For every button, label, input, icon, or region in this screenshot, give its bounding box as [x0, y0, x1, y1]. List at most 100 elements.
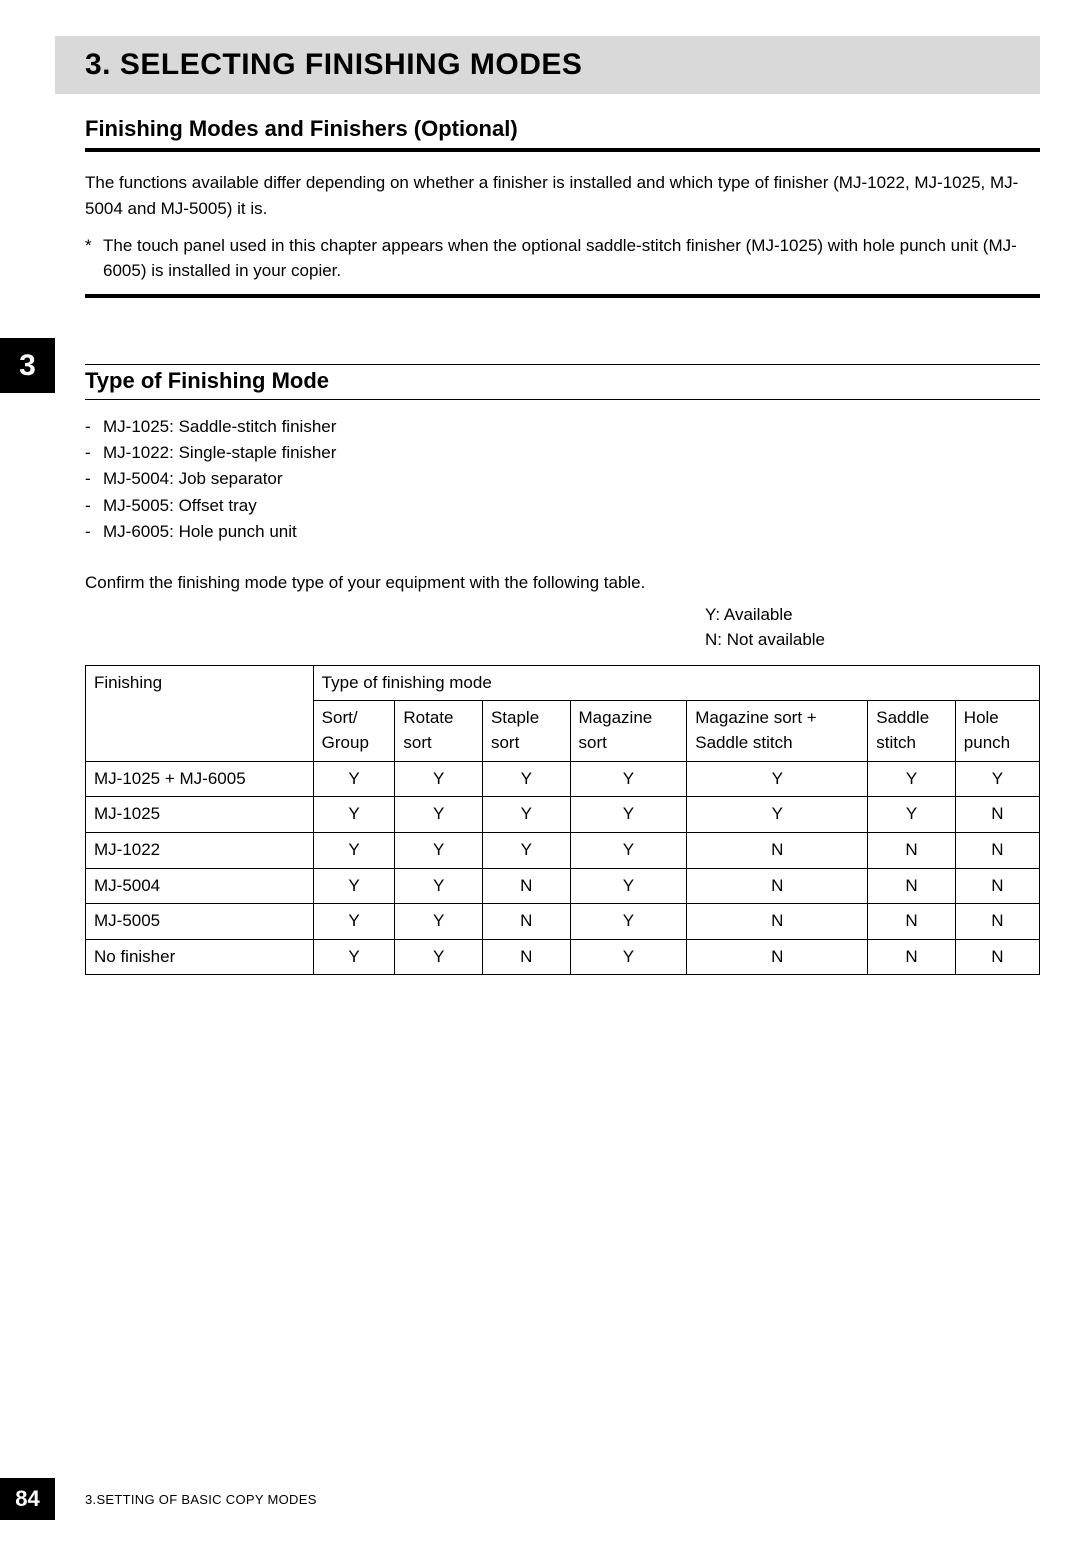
table-row: MJ-1022 Y Y Y Y N N N — [86, 832, 1040, 868]
cell: Y — [482, 832, 570, 868]
cell: Y — [570, 832, 687, 868]
dash-icon: - — [85, 440, 103, 466]
rule-thin-top — [85, 364, 1040, 365]
list-item: -MJ-1022: Single-staple finisher — [85, 440, 1040, 466]
cell: N — [868, 939, 956, 975]
cell: Y — [570, 939, 687, 975]
cell: N — [687, 832, 868, 868]
row-label: No finisher — [86, 939, 314, 975]
list-item: -MJ-5004: Job separator — [85, 466, 1040, 492]
list-item: -MJ-1025: Saddle-stitch finisher — [85, 414, 1040, 440]
dash-icon: - — [85, 519, 103, 545]
cell: N — [482, 939, 570, 975]
list-item-label: MJ-6005: Hole punch unit — [103, 519, 297, 545]
cell: Y — [570, 761, 687, 797]
chapter-badge: 3 — [0, 338, 55, 393]
cell: N — [955, 832, 1039, 868]
note-asterisk: * — [85, 233, 103, 284]
footer-text: 3.SETTING OF BASIC COPY MODES — [85, 1492, 317, 1507]
cell: Y — [570, 868, 687, 904]
intro-text: The functions available differ depending… — [85, 170, 1040, 223]
header-type: Type of finishing mode — [313, 665, 1039, 701]
row-label: MJ-1025 + MJ-6005 — [86, 761, 314, 797]
table-row: No finisher Y Y N Y N N N — [86, 939, 1040, 975]
cell: Y — [482, 797, 570, 833]
table-row: Finishing Type of finishing mode — [86, 665, 1040, 701]
row-label: MJ-1022 — [86, 832, 314, 868]
table-row: MJ-1025 + MJ-6005 Y Y Y Y Y Y Y — [86, 761, 1040, 797]
table-row: MJ-1025 Y Y Y Y Y Y N — [86, 797, 1040, 833]
header-finishing: Finishing — [86, 665, 314, 761]
cell: Y — [687, 761, 868, 797]
cell: Y — [482, 761, 570, 797]
cell: Y — [313, 761, 395, 797]
col-header: Rotate sort — [395, 701, 483, 761]
cell: Y — [395, 868, 483, 904]
footer: 84 3.SETTING OF BASIC COPY MODES — [0, 1478, 317, 1520]
cell: Y — [395, 904, 483, 940]
cell: N — [955, 904, 1039, 940]
cell: N — [868, 832, 956, 868]
section2-title: Type of Finishing Mode — [85, 368, 1040, 394]
cell: Y — [868, 797, 956, 833]
cell: N — [687, 904, 868, 940]
col-header: Magazine sort + Saddle stitch — [687, 701, 868, 761]
cell: Y — [313, 797, 395, 833]
cell: Y — [313, 904, 395, 940]
rule-thick-2 — [85, 294, 1040, 298]
page-title: 3. SELECTING FINISHING MODES — [85, 48, 1040, 82]
dash-icon: - — [85, 414, 103, 440]
list-item-label: MJ-1025: Saddle-stitch finisher — [103, 414, 336, 440]
chapter-number: 3 — [19, 349, 36, 383]
cell: N — [955, 868, 1039, 904]
col-header: Magazine sort — [570, 701, 687, 761]
finishing-table: Finishing Type of finishing mode Sort/ G… — [85, 665, 1040, 976]
cell: Y — [395, 939, 483, 975]
cell: N — [482, 904, 570, 940]
dash-icon: - — [85, 466, 103, 492]
legend-available: Y: Available — [705, 603, 1040, 628]
cell: N — [868, 868, 956, 904]
cell: Y — [313, 832, 395, 868]
cell: Y — [687, 797, 868, 833]
page-badge: 84 — [0, 1478, 55, 1520]
rule-thin-bottom — [85, 399, 1040, 400]
list-item: -MJ-5005: Offset tray — [85, 493, 1040, 519]
cell: Y — [395, 832, 483, 868]
cell: Y — [570, 797, 687, 833]
rule-thick-1 — [85, 148, 1040, 152]
row-label: MJ-5005 — [86, 904, 314, 940]
cell: N — [955, 939, 1039, 975]
table-row: MJ-5004 Y Y N Y N N N — [86, 868, 1040, 904]
row-label: MJ-1025 — [86, 797, 314, 833]
table-row: MJ-5005 Y Y N Y N N N — [86, 904, 1040, 940]
col-header: Sort/ Group — [313, 701, 395, 761]
title-bar: 3. SELECTING FINISHING MODES — [55, 36, 1040, 94]
list-item: -MJ-6005: Hole punch unit — [85, 519, 1040, 545]
section1-title: Finishing Modes and Finishers (Optional) — [85, 116, 1040, 142]
cell: Y — [313, 868, 395, 904]
page-number: 84 — [15, 1486, 39, 1512]
cell: N — [687, 868, 868, 904]
cell: N — [687, 939, 868, 975]
cell: N — [482, 868, 570, 904]
col-header: Hole punch — [955, 701, 1039, 761]
col-header: Staple sort — [482, 701, 570, 761]
cell: N — [955, 797, 1039, 833]
note-text: The touch panel used in this chapter app… — [103, 233, 1040, 284]
definition-list: -MJ-1025: Saddle-stitch finisher -MJ-102… — [85, 414, 1040, 546]
dash-icon: - — [85, 493, 103, 519]
legend: Y: Available N: Not available — [705, 603, 1040, 652]
list-item-label: MJ-5005: Offset tray — [103, 493, 257, 519]
cell: Y — [955, 761, 1039, 797]
col-header: Saddle stitch — [868, 701, 956, 761]
cell: Y — [395, 761, 483, 797]
row-label: MJ-5004 — [86, 868, 314, 904]
note-row: * The touch panel used in this chapter a… — [85, 233, 1040, 284]
cell: Y — [570, 904, 687, 940]
legend-not-available: N: Not available — [705, 628, 1040, 653]
cell: Y — [395, 797, 483, 833]
list-item-label: MJ-1022: Single-staple finisher — [103, 440, 336, 466]
cell: Y — [313, 939, 395, 975]
cell: Y — [868, 761, 956, 797]
